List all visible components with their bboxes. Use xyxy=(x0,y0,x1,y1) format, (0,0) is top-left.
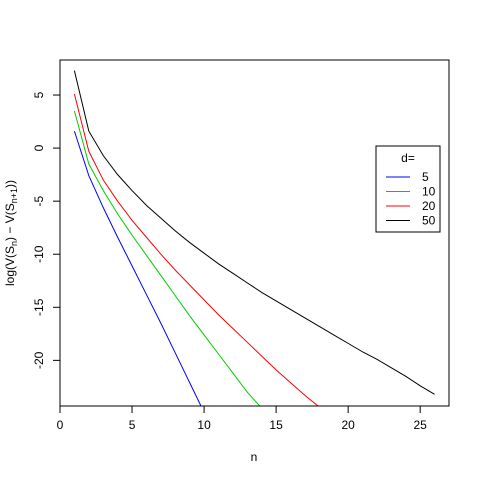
x-tick-label: 10 xyxy=(197,418,211,432)
series-line xyxy=(73,110,261,406)
y-tick-label: -5 xyxy=(32,195,46,206)
x-tick-label: 20 xyxy=(341,418,355,432)
legend-box xyxy=(375,145,441,233)
x-tick-label: 5 xyxy=(129,418,136,432)
y-tick-label: 5 xyxy=(32,91,46,98)
x-tick-label: 0 xyxy=(57,418,64,432)
y-tick-label: -20 xyxy=(32,351,46,369)
legend-label: 50 xyxy=(422,214,436,228)
y-label-sub: n xyxy=(9,241,19,246)
x-axis-label: n xyxy=(251,450,258,464)
y-axis-label: log(V(Sn) − V(Sn+1)) xyxy=(3,180,19,286)
y-tick-label: -10 xyxy=(32,245,46,263)
y-tick-label: 0 xyxy=(32,144,46,151)
series-line xyxy=(73,130,202,406)
plot-frame xyxy=(59,59,450,407)
y-label-part: )) xyxy=(3,180,17,188)
legend-label: 20 xyxy=(422,199,436,213)
series-line xyxy=(73,70,435,395)
plot-area xyxy=(73,70,435,406)
series-line xyxy=(73,93,319,406)
y-tick-label: -15 xyxy=(32,298,46,316)
legend-title: d= xyxy=(401,151,415,165)
x-tick-label: 25 xyxy=(414,418,428,432)
legend-label: 10 xyxy=(422,185,436,199)
y-label-part: ) − V(S xyxy=(3,203,17,241)
x-tick-label: 15 xyxy=(269,418,283,432)
legend-label: 5 xyxy=(422,170,429,184)
y-label-part: log(V(S xyxy=(3,246,17,286)
y-label-sub: n+1 xyxy=(9,188,19,203)
